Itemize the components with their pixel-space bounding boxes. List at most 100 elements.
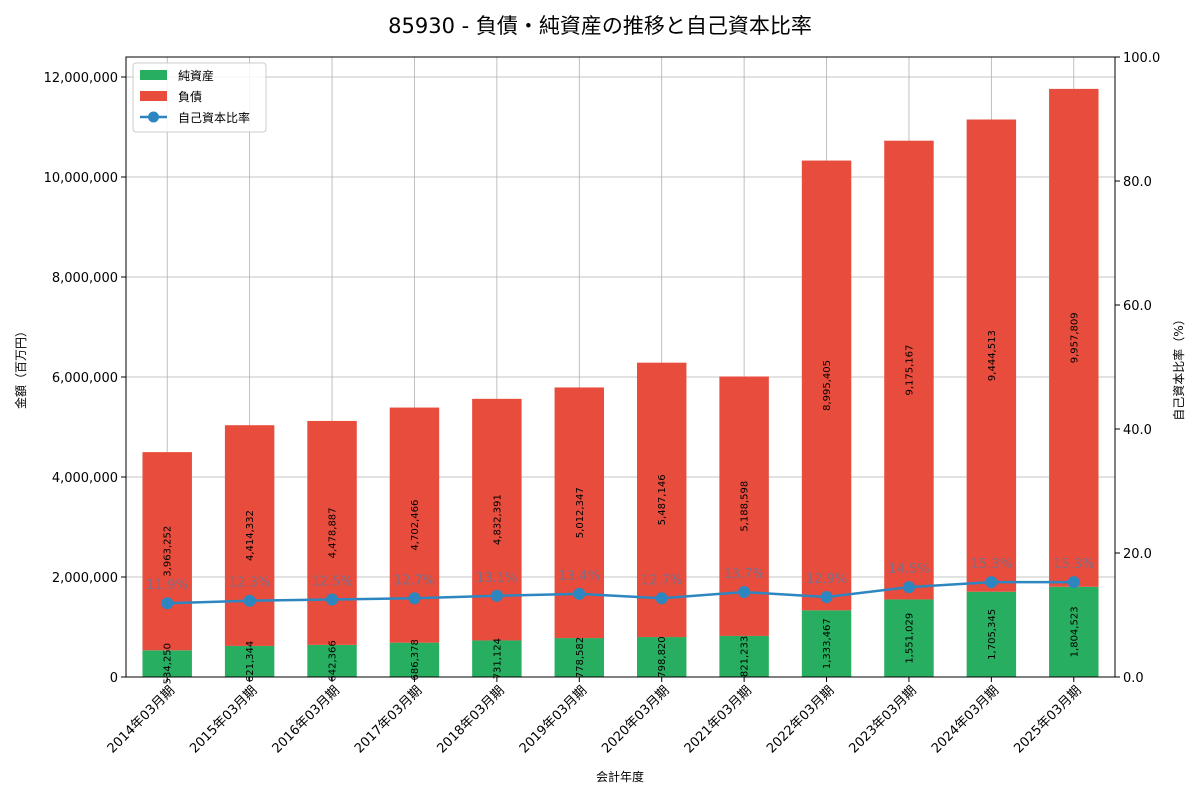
bar-label-net-assets: 534,250 (163, 643, 174, 684)
y2-tick-label: 20.0 (1123, 547, 1152, 562)
ratio-label: 12.7% (641, 573, 682, 588)
ratio-point (902, 581, 915, 594)
ratio-label: 12.9% (806, 572, 847, 587)
bar-liabilities (307, 420, 357, 645)
bar-value-labels: 534,250 3,963,252 621,344 4,414,332 642,366 4… (163, 312, 1081, 684)
legend-box (132, 62, 267, 133)
y-axis-label: 金額（百万円） (13, 325, 28, 409)
bar-label-liabilities: 4,832,391 (492, 494, 503, 545)
bar-net-assets (636, 637, 687, 677)
ratio-point (820, 591, 833, 604)
bar-liabilities (636, 362, 687, 638)
ratio-label: 12.5% (311, 575, 352, 590)
y2-tick-label: 40.0 (1123, 423, 1152, 438)
bar-label-liabilities: 5,487,146 (657, 474, 668, 525)
bar-net-assets (884, 599, 934, 677)
x-tick-label: 2025年03月期 (1011, 683, 1084, 756)
bar-label-liabilities: 3,963,252 (163, 526, 174, 577)
plot-frame (125, 56, 1116, 678)
bar-liabilities (224, 425, 275, 646)
bar-label-net-assets: 1,705,345 (987, 609, 998, 660)
y2-axis-label: 自己資本比率（%） (1171, 313, 1186, 420)
bar-label-liabilities: 9,444,513 (987, 330, 998, 381)
ratio-label: 15.3% (1053, 557, 1094, 572)
bar-net-assets (801, 610, 852, 677)
y-tick-label: 10,000,000 (44, 171, 118, 186)
ratio-label: 12.3% (229, 576, 270, 591)
x-tick-label: 2014年03月期 (105, 683, 178, 756)
bar-label-net-assets: 1,804,523 (1069, 606, 1080, 657)
ratio-label: 12.7% (394, 573, 435, 588)
bar-net-assets (472, 640, 522, 677)
bar-label-net-assets: 731,124 (492, 638, 503, 679)
ratio-point (490, 589, 503, 602)
legend-label-ratio: 自己資本比率 (178, 110, 250, 125)
bar-label-liabilities: 4,478,887 (328, 507, 339, 558)
x-tick-label: 2015年03月期 (187, 683, 260, 756)
left-axis-ticks: 0 2,000,000 4,000,000 6,000,000 8,000,000 10,… (44, 71, 126, 686)
bar-label-net-assets: 642,366 (328, 640, 339, 681)
y-tick-label: 2,000,000 (52, 571, 118, 586)
legend-swatch-net-assets (140, 70, 167, 80)
y-tick-label: 6,000,000 (52, 371, 118, 386)
x-axis-ticks: 2014年03月期 2015年03月期 2016年03月期 2017年03月期 2018… (105, 677, 1085, 757)
bar-label-liabilities: 8,995,405 (822, 360, 833, 411)
x-tick-label: 2020年03月期 (599, 683, 672, 756)
bar-label-net-assets: 686,378 (410, 639, 421, 680)
bar-label-liabilities: 4,702,466 (410, 500, 421, 551)
x-tick-label: 2022年03月期 (764, 683, 837, 756)
bar-label-net-assets: 1,333,467 (822, 618, 833, 669)
legend: 純資産 負債 自己資本比率 (132, 62, 267, 133)
y-tick-label: 4,000,000 (52, 471, 118, 486)
y2-tick-label: 60.0 (1123, 299, 1152, 314)
bar-net-assets (142, 650, 192, 677)
ratio-point (738, 586, 751, 599)
ratio-label: 15.3% (971, 557, 1012, 572)
y-tick-label: 8,000,000 (52, 271, 118, 286)
bar-label-liabilities: 9,957,809 (1069, 312, 1080, 363)
ratio-line (167, 580, 1074, 605)
bar-net-assets (719, 635, 769, 677)
legend-swatch-liabilities (140, 91, 167, 101)
x-tick-label: 2016年03月期 (270, 683, 343, 756)
bar-label-liabilities: 5,012,347 (575, 487, 586, 538)
chart-title: 85930 - 負債・純資産の推移と自己資本比率 (388, 14, 812, 38)
bars (142, 88, 1099, 677)
bar-label-liabilities: 4,414,332 (245, 510, 256, 561)
ratio-point (326, 593, 339, 606)
bar-liabilities (884, 140, 934, 600)
ratio-point (408, 592, 421, 605)
ratio-point (655, 592, 668, 605)
ratio-point (243, 594, 256, 607)
ratio-point (1067, 576, 1080, 589)
ratio-label: 14.5% (888, 562, 929, 577)
x-tick-label: 2019年03月期 (517, 683, 590, 756)
y-tick-label: 0 (110, 671, 118, 686)
ratio-point (573, 587, 586, 600)
y2-tick-label: 80.0 (1123, 175, 1152, 190)
bar-label-net-assets: 821,233 (740, 636, 751, 677)
y2-tick-label: 0.0 (1123, 671, 1144, 686)
ratio-point (985, 576, 998, 589)
y-tick-label: 12,000,000 (44, 71, 118, 86)
bar-net-assets (1049, 586, 1099, 677)
legend-label-liabilities: 負債 (178, 89, 202, 104)
legend-marker-ratio (148, 111, 159, 123)
ratio-label: 11.9% (147, 578, 188, 593)
x-tick-label: 2023年03月期 (847, 683, 920, 756)
legend-label-net-assets: 純資産 (178, 68, 214, 83)
bar-net-assets (966, 591, 1017, 677)
bar-label-net-assets: 798,820 (657, 636, 668, 677)
bar-net-assets (224, 645, 275, 677)
x-tick-label: 2018年03月期 (434, 683, 507, 756)
x-tick-label: 2024年03月期 (929, 683, 1002, 756)
bar-label-net-assets: 778,582 (575, 637, 586, 678)
bar-liabilities (142, 452, 192, 651)
bar-label-net-assets: 621,344 (245, 641, 256, 682)
x-axis-label: 会計年度 (596, 769, 644, 784)
bar-net-assets (389, 642, 440, 677)
ratio-line-series: 11.9% 12.3% 12.5% 12.7% 13.1% 13.4% 12.7% 13.7%… (147, 557, 1094, 610)
bar-liabilities (801, 160, 852, 611)
bar-label-liabilities: 9,175,167 (904, 345, 915, 396)
